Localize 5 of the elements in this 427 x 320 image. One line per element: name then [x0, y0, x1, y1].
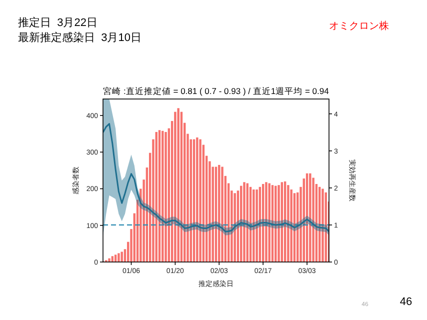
text: 推定日 3月22日 — [18, 16, 98, 29]
text: 最新推定感染日 3月10日 — [18, 31, 142, 44]
chart-title: 宮崎 :直近推定値 = 0.81 ( 0.7 - 0.93 ) / 直近1週平均 = 0.94 — [103, 86, 330, 96]
text: オミクロン株 — [329, 20, 389, 32]
text: 46 — [400, 296, 412, 308]
